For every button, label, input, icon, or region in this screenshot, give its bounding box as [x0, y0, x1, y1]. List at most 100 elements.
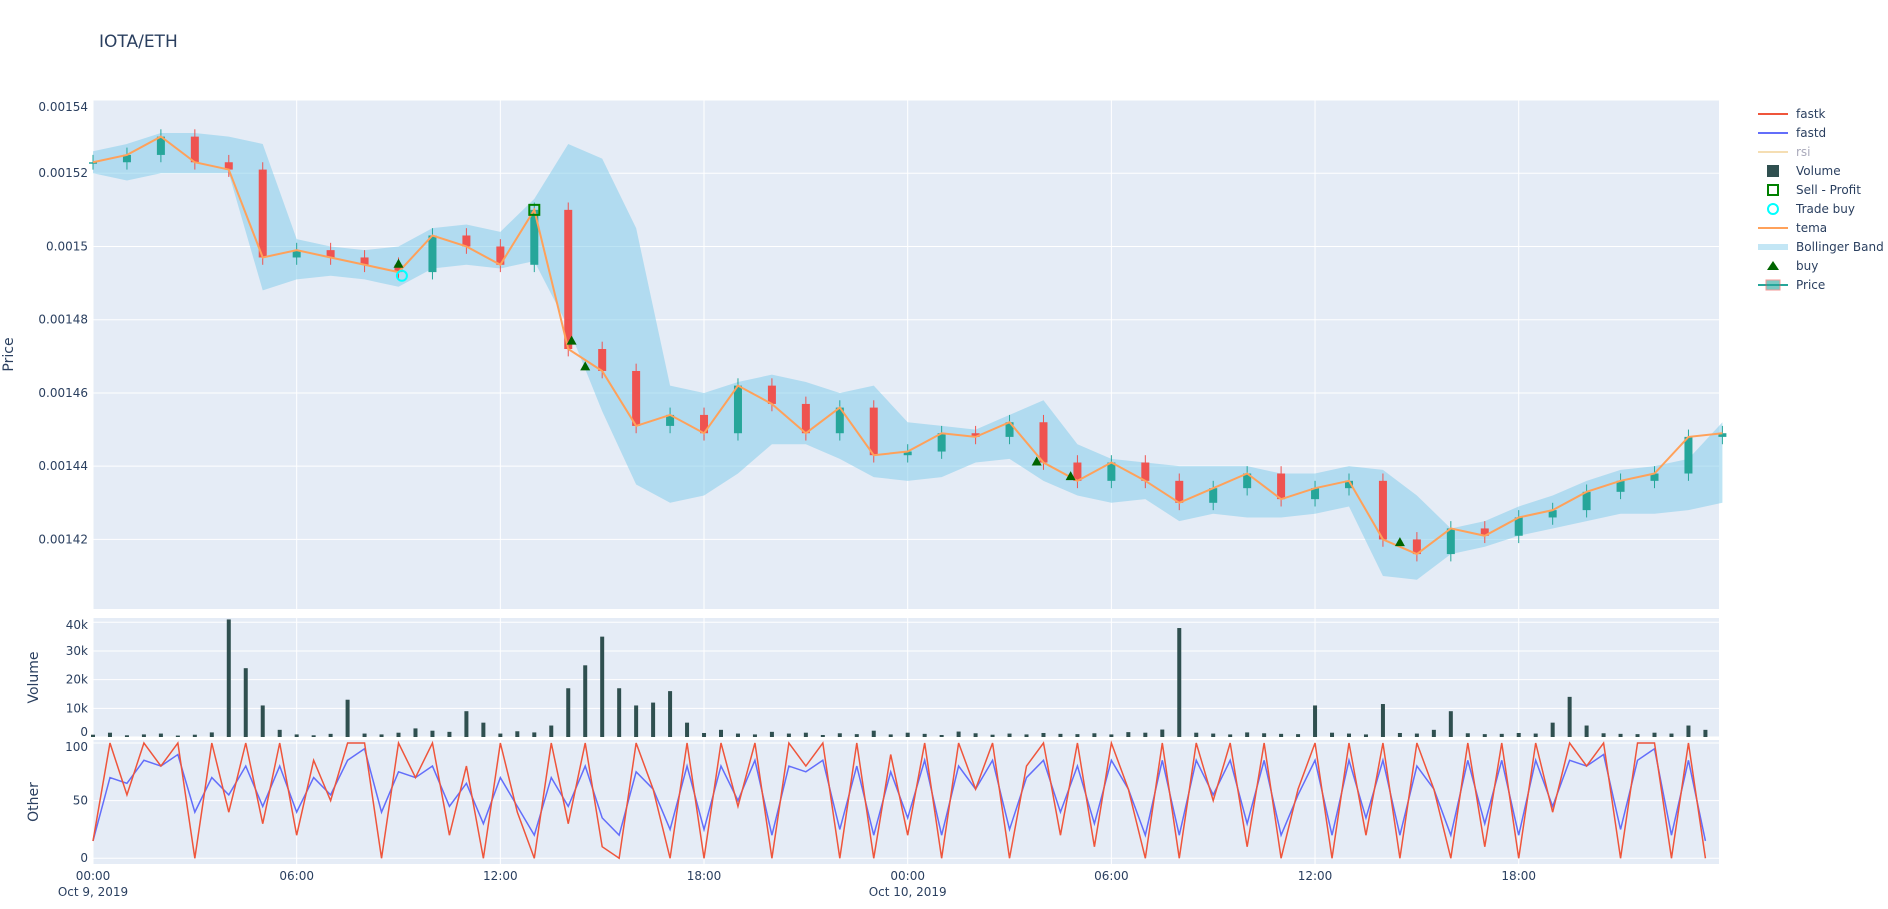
volume-bar [1363, 734, 1368, 737]
candle-body [530, 209, 539, 265]
band-swatch-icon [1758, 243, 1788, 250]
candle-body [1005, 422, 1014, 437]
volume-bar [277, 729, 282, 737]
volume-bar [1652, 732, 1657, 737]
legend-item-trade-buy[interactable]: Trade buy [1756, 199, 1884, 218]
volume-bar [990, 734, 995, 737]
volume-bar [345, 699, 350, 737]
candle-body [598, 349, 607, 371]
buy-marker [580, 361, 591, 371]
volume-bar [803, 732, 808, 737]
candle-body [1073, 462, 1082, 481]
volume-bar [1330, 732, 1335, 737]
volume-bar [158, 733, 163, 737]
x-tick-label: 12:00 [1298, 869, 1333, 883]
volume-bar [1618, 733, 1623, 737]
candle-body [1684, 436, 1693, 474]
candle-body [632, 370, 641, 426]
volume-bar [1482, 734, 1487, 737]
volume-bar [1041, 732, 1046, 737]
candle-body [666, 414, 675, 426]
candle [258, 162, 267, 265]
trade-buy-marker [395, 269, 408, 282]
legend-item-fastk[interactable]: fastk [1756, 104, 1884, 123]
candle [496, 239, 505, 273]
y-tick-label: 40k [66, 618, 88, 632]
volume-bar [752, 734, 757, 737]
volume-bar [583, 665, 588, 737]
volume-bar [413, 728, 418, 737]
volume-bar [668, 691, 673, 737]
candle-body [903, 451, 912, 456]
candle [122, 147, 131, 170]
volume-bar [1177, 628, 1182, 737]
candle-body [1514, 517, 1523, 536]
candle [1480, 521, 1489, 544]
candle [1378, 473, 1387, 547]
volume-bar [1126, 732, 1131, 737]
y-tick-label: 10k [66, 701, 88, 715]
candle [869, 400, 878, 463]
legend: fastk fastd rsi Volume Sell - Profit Tra… [1756, 104, 1884, 294]
candle [292, 242, 301, 265]
volume-bar [1109, 734, 1114, 737]
candle-body [937, 433, 946, 452]
volume-bar [1194, 732, 1199, 737]
candle [666, 407, 675, 434]
y-axis-title: Volume [26, 651, 42, 703]
volume-bar [1279, 733, 1284, 737]
x-tick-label: 12:00 [483, 869, 518, 883]
line-swatch-icon [1758, 112, 1788, 115]
volume-bar [1380, 704, 1385, 737]
buy-marker [1031, 456, 1042, 466]
volume-bar [1211, 733, 1216, 737]
volume-bar [311, 735, 316, 737]
y-tick-label: 0.00148 [38, 313, 88, 327]
volume-bar [192, 734, 197, 737]
candle-body [1650, 473, 1659, 481]
chart-title: IOTA/ETH [99, 32, 178, 52]
line-swatch-icon [1758, 150, 1788, 153]
volume-bar [956, 731, 961, 737]
candle [700, 407, 709, 441]
volume-bar [634, 705, 639, 737]
candle [903, 444, 912, 463]
legend-item-price[interactable]: Price [1756, 275, 1884, 294]
x-tick-label: 00:00 [890, 869, 925, 883]
legend-item-tema[interactable]: tema [1756, 218, 1884, 237]
legend-item-fastd[interactable]: fastd [1756, 123, 1884, 142]
volume-bar [328, 733, 333, 737]
candle [1412, 532, 1421, 562]
volume-bar [1346, 733, 1351, 737]
volume-bar [735, 733, 740, 737]
buy-marker [1394, 537, 1405, 547]
candle-body [1344, 480, 1353, 489]
legend-item-buy[interactable]: buy [1756, 256, 1884, 275]
volume-bar [973, 733, 978, 737]
line-swatch-icon [1758, 131, 1788, 134]
volume-bar [1075, 734, 1080, 737]
volume-bar [175, 735, 180, 737]
volume-bar [922, 733, 927, 737]
volume-bar [685, 722, 690, 737]
x-tick-label: 18:00 [1501, 869, 1536, 883]
volume-bar [515, 731, 520, 737]
volume-bar [1669, 733, 1674, 737]
volume-bar [1635, 734, 1640, 737]
candle-body [190, 136, 199, 163]
legend-item-bollinger-band[interactable]: Bollinger Band [1756, 237, 1884, 256]
volume-bar [1092, 733, 1097, 737]
y-tick-label: 0.00144 [38, 459, 88, 473]
volume-bar [141, 734, 146, 737]
legend-item-rsi[interactable]: rsi [1756, 142, 1884, 161]
volume-bar [820, 734, 825, 737]
volume-bar [888, 734, 893, 737]
legend-item-sell-profit[interactable]: Sell - Profit [1756, 180, 1884, 199]
candle [156, 129, 165, 163]
x-tick-label: 06:00 [279, 869, 314, 883]
legend-item-volume[interactable]: Volume [1756, 161, 1884, 180]
y-tick-label: 0.0015 [46, 239, 88, 253]
candle [733, 378, 742, 441]
